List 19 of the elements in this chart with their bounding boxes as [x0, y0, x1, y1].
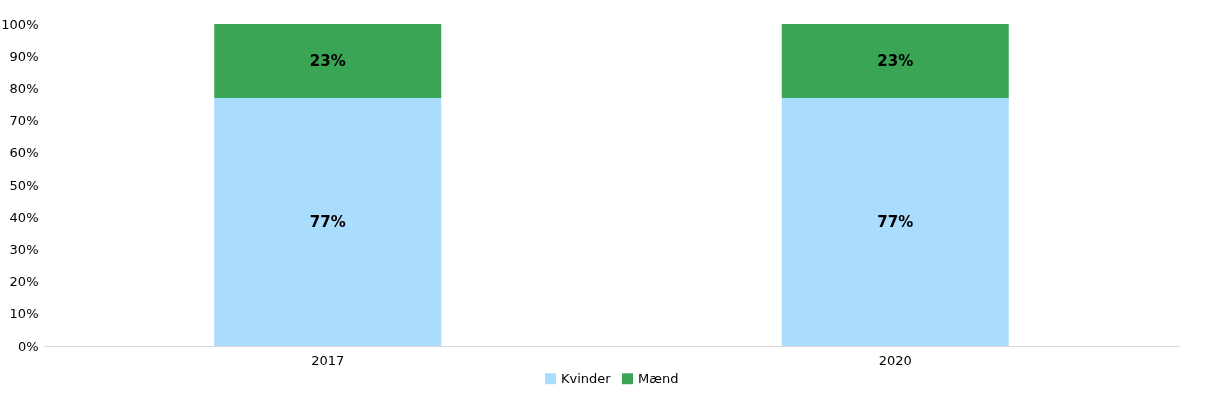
x-tick-label: 2020 [878, 352, 912, 368]
data-label: 23% [309, 52, 346, 71]
legend-label: Mænd [638, 370, 679, 386]
y-tick-label: 90% [9, 48, 39, 64]
y-tick-label: 30% [9, 241, 39, 257]
y-tick-label: 10% [9, 306, 39, 322]
y-tick-label: 70% [9, 113, 39, 129]
y-tick-label: 60% [9, 145, 39, 161]
y-tick-label: 20% [9, 274, 39, 290]
y-tick-label: 50% [9, 177, 39, 193]
x-tick-label: 2017 [311, 352, 345, 368]
y-tick-label: 100% [1, 16, 39, 32]
y-tick-label: 80% [9, 80, 39, 96]
y-tick-label: 40% [9, 209, 39, 225]
data-label: 23% [877, 52, 914, 71]
legend-label: Kvinder [561, 370, 612, 386]
y-tick-label: 0% [17, 338, 39, 354]
data-label: 77% [309, 213, 346, 232]
data-label: 77% [877, 213, 914, 232]
